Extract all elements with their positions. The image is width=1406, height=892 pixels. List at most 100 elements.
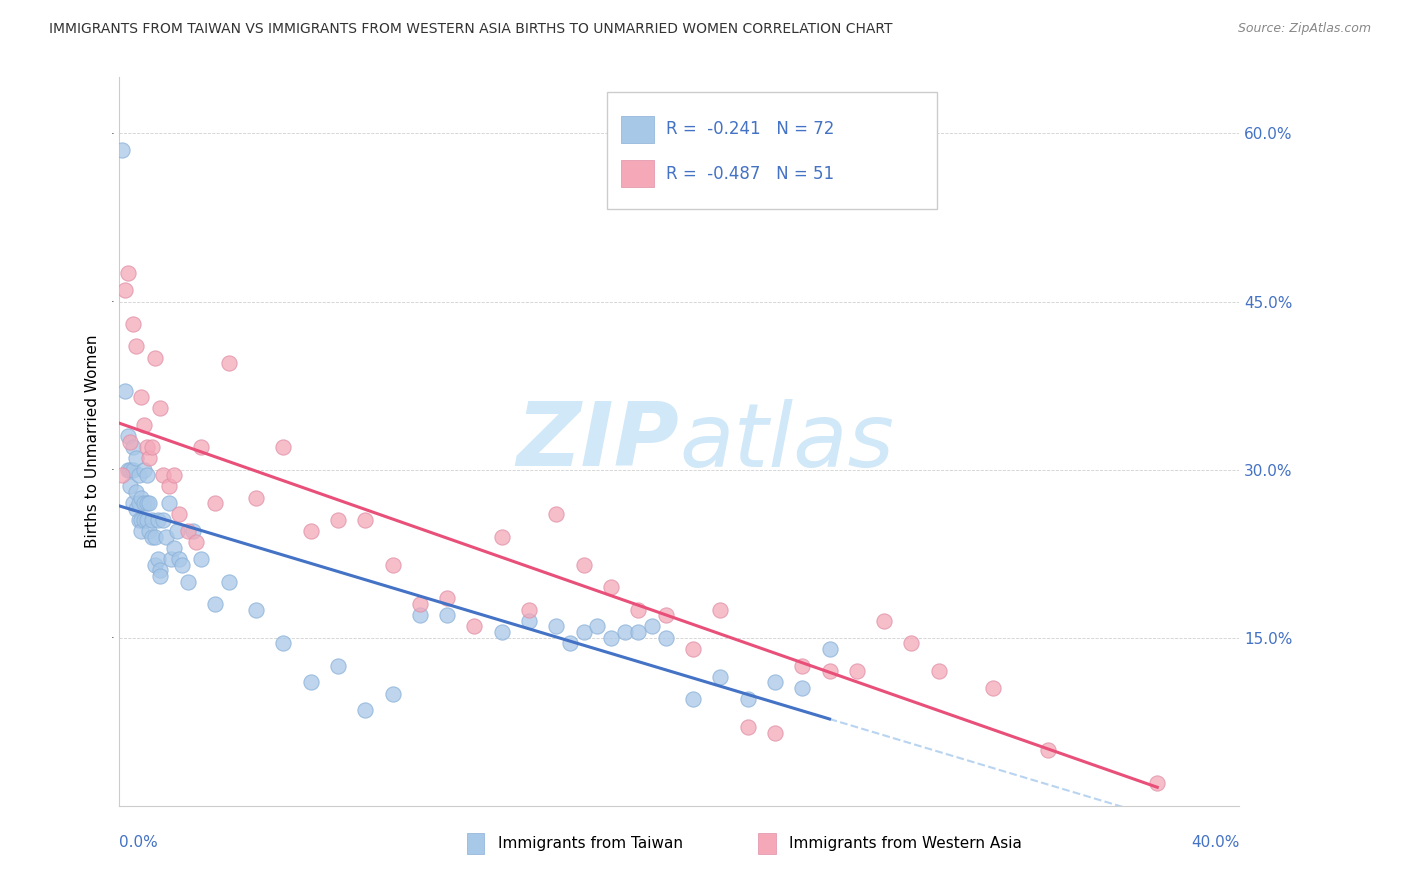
Point [326, 513, 349, 527]
FancyBboxPatch shape [758, 832, 776, 855]
Point [627, 625, 650, 640]
Point [138, 496, 160, 510]
Y-axis label: Births to Unmarried Women: Births to Unmarried Women [86, 334, 100, 549]
Point [143, 530, 166, 544]
Point [135, 496, 157, 510]
Point [120, 434, 142, 449]
Point [155, 530, 177, 544]
Point [129, 491, 152, 505]
Text: ZIP: ZIP [516, 398, 679, 485]
Point [409, 608, 432, 623]
Point [491, 530, 513, 544]
Point [1146, 776, 1168, 790]
Point [117, 267, 139, 281]
Point [129, 513, 152, 527]
Point [141, 513, 163, 527]
Point [125, 485, 148, 500]
Point [111, 143, 134, 157]
Point [138, 451, 160, 466]
Point [928, 664, 950, 678]
Point [122, 496, 145, 510]
Point [117, 462, 139, 476]
Point [558, 636, 581, 650]
Point [354, 703, 377, 717]
Point [135, 468, 157, 483]
Text: Immigrants from Taiwan: Immigrants from Taiwan [498, 836, 683, 851]
Point [900, 636, 922, 650]
Point [326, 658, 349, 673]
Point [184, 535, 207, 549]
Point [586, 619, 609, 633]
Text: IMMIGRANTS FROM TAIWAN VS IMMIGRANTS FROM WESTERN ASIA BIRTHS TO UNMARRIED WOMEN: IMMIGRANTS FROM TAIWAN VS IMMIGRANTS FRO… [49, 22, 893, 37]
Point [143, 558, 166, 572]
Point [152, 468, 174, 483]
Point [271, 636, 294, 650]
Point [122, 462, 145, 476]
Point [709, 670, 731, 684]
Point [709, 602, 731, 616]
Point [135, 513, 157, 527]
Point [190, 552, 212, 566]
Point [146, 513, 169, 527]
Point [125, 339, 148, 353]
Point [517, 602, 540, 616]
Point [600, 580, 623, 594]
Point [132, 513, 155, 527]
Point [141, 440, 163, 454]
Point [135, 440, 157, 454]
Point [149, 563, 172, 577]
Point [204, 597, 226, 611]
Point [491, 625, 513, 640]
Point [176, 524, 198, 538]
Point [682, 641, 704, 656]
Point [463, 619, 485, 633]
Point [873, 614, 896, 628]
Point [128, 513, 150, 527]
Point [132, 496, 155, 510]
Point [143, 351, 166, 365]
Point [641, 619, 664, 633]
Point [245, 491, 267, 505]
Point [120, 479, 142, 493]
Point [122, 317, 145, 331]
Point [111, 468, 134, 483]
Point [627, 602, 650, 616]
Point [381, 558, 404, 572]
Text: R =  -0.487   N = 51: R = -0.487 N = 51 [665, 164, 834, 183]
Point [218, 356, 240, 370]
Point [122, 440, 145, 454]
Point [172, 558, 194, 572]
Point [271, 440, 294, 454]
Point [572, 558, 595, 572]
Point [299, 675, 322, 690]
Point [409, 597, 432, 611]
Point [436, 608, 458, 623]
Point [792, 658, 814, 673]
Point [149, 401, 172, 415]
Point [983, 681, 1005, 695]
Point [169, 552, 191, 566]
Point [163, 468, 186, 483]
Point [737, 720, 759, 734]
Point [436, 591, 458, 606]
Point [572, 625, 595, 640]
Point [818, 664, 841, 678]
Point [613, 625, 636, 640]
Point [157, 479, 180, 493]
FancyBboxPatch shape [467, 832, 485, 855]
Point [169, 508, 191, 522]
Point [141, 530, 163, 544]
Point [381, 687, 404, 701]
Point [600, 631, 623, 645]
Text: R =  -0.241   N = 72: R = -0.241 N = 72 [665, 120, 834, 138]
Point [138, 524, 160, 538]
Point [737, 692, 759, 706]
Point [129, 524, 152, 538]
Point [245, 602, 267, 616]
Point [845, 664, 868, 678]
Point [792, 681, 814, 695]
Text: 0.0%: 0.0% [120, 835, 157, 850]
Text: Immigrants from Western Asia: Immigrants from Western Asia [789, 836, 1022, 851]
Point [120, 462, 142, 476]
Point [546, 508, 568, 522]
